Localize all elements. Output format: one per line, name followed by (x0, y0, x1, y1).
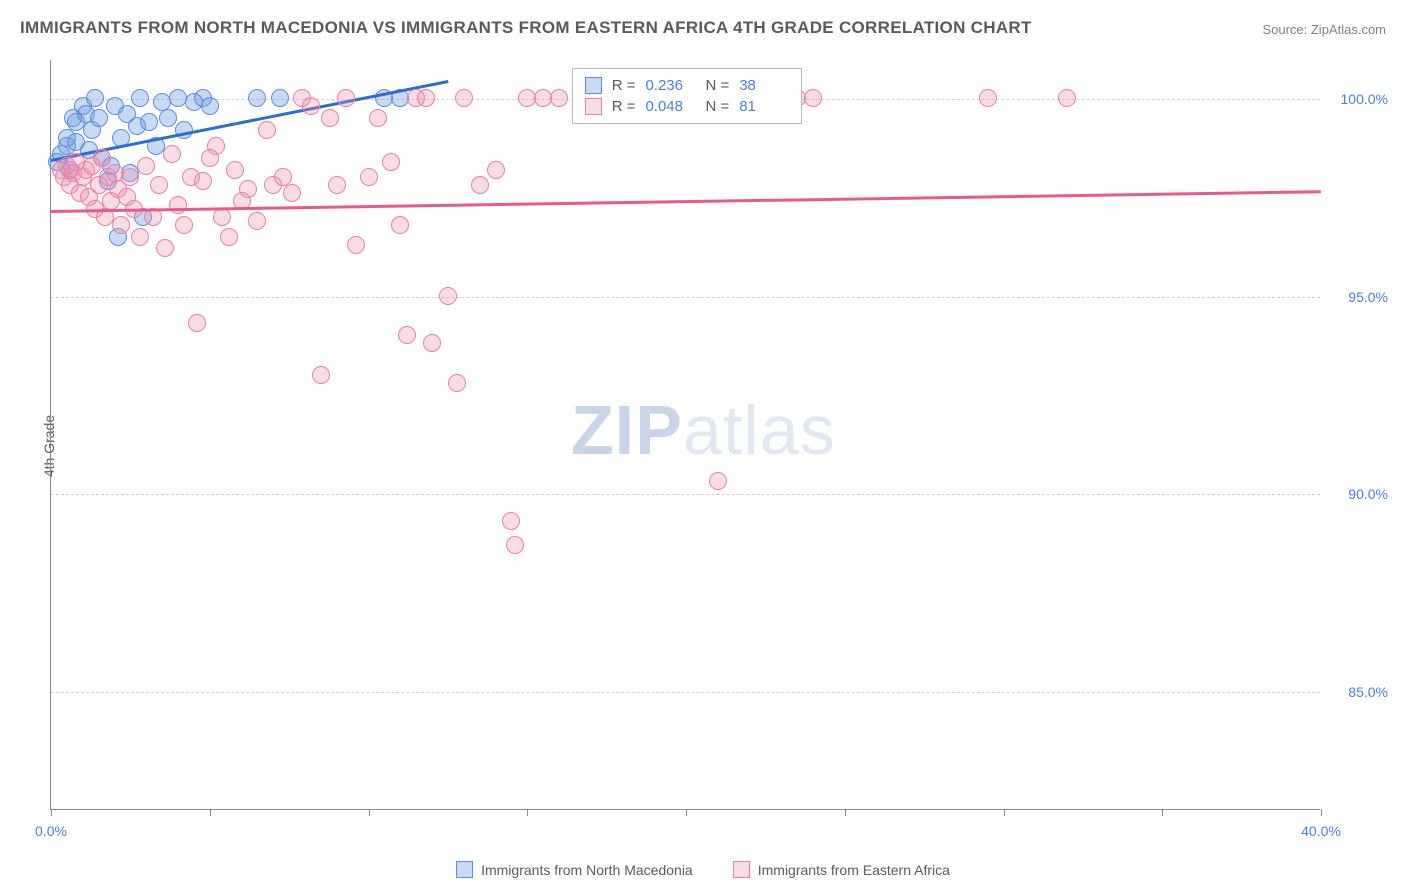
data-point (423, 334, 441, 352)
data-point (159, 109, 177, 127)
data-point (131, 89, 149, 107)
x-tick (51, 809, 52, 816)
watermark-bold: ZIP (571, 391, 683, 469)
data-point (220, 228, 238, 246)
x-tick (1004, 809, 1005, 816)
stat-label: R = (612, 77, 636, 94)
data-point (417, 89, 435, 107)
data-point (369, 109, 387, 127)
legend-item-series-0: Immigrants from North Macedonia (456, 861, 693, 878)
gridline (51, 494, 1320, 495)
data-point (121, 168, 139, 186)
data-point (321, 109, 339, 127)
legend-swatch-icon (733, 861, 750, 878)
x-tick (1162, 809, 1163, 816)
data-point (709, 472, 727, 490)
correlation-row: R = 0.048 N = 81 (585, 96, 790, 117)
legend-swatch-icon (585, 98, 602, 115)
y-tick-label: 85.0% (1348, 684, 1388, 700)
r-value: 0.048 (645, 98, 695, 115)
data-point (506, 536, 524, 554)
data-point (337, 89, 355, 107)
data-point (979, 89, 997, 107)
data-point (194, 172, 212, 190)
stat-label: N = (705, 98, 729, 115)
data-point (201, 97, 219, 115)
data-point (137, 157, 155, 175)
r-value: 0.236 (645, 77, 695, 94)
data-point (188, 314, 206, 332)
legend-swatch-icon (456, 861, 473, 878)
data-point (239, 180, 257, 198)
x-tick-label: 0.0% (35, 823, 67, 839)
data-point (1058, 89, 1076, 107)
x-tick (369, 809, 370, 816)
data-point (487, 161, 505, 179)
data-point (439, 287, 457, 305)
bottom-legend: Immigrants from North Macedonia Immigran… (0, 861, 1406, 878)
watermark: ZIPatlas (571, 390, 836, 470)
data-point (502, 512, 520, 530)
data-point (248, 89, 266, 107)
data-point (328, 176, 346, 194)
data-point (90, 109, 108, 127)
legend-label: Immigrants from North Macedonia (481, 862, 693, 878)
x-tick (1321, 809, 1322, 816)
data-point (131, 228, 149, 246)
y-tick-label: 90.0% (1348, 486, 1388, 502)
data-point (448, 374, 466, 392)
correlation-legend: R = 0.236 N = 38 R = 0.048 N = 81 (572, 68, 803, 124)
x-tick (845, 809, 846, 816)
data-point (382, 153, 400, 171)
y-tick-label: 95.0% (1348, 289, 1388, 305)
source-label: Source: ZipAtlas.com (1262, 22, 1386, 37)
chart-title: IMMIGRANTS FROM NORTH MACEDONIA VS IMMIG… (20, 18, 1032, 38)
data-point (302, 97, 320, 115)
data-point (271, 89, 289, 107)
n-value: 81 (739, 98, 789, 115)
data-point (283, 184, 301, 202)
data-point (360, 168, 378, 186)
stat-label: N = (705, 77, 729, 94)
data-point (471, 176, 489, 194)
n-value: 38 (739, 77, 789, 94)
data-point (455, 89, 473, 107)
x-tick (527, 809, 528, 816)
data-point (86, 89, 104, 107)
legend-label: Immigrants from Eastern Africa (758, 862, 950, 878)
data-point (398, 326, 416, 344)
data-point (169, 196, 187, 214)
y-tick-label: 100.0% (1341, 91, 1388, 107)
data-point (163, 145, 181, 163)
data-point (804, 89, 822, 107)
data-point (112, 216, 130, 234)
plot-area: ZIPatlas 85.0%90.0%95.0%100.0%0.0%40.0%R… (50, 60, 1320, 810)
data-point (93, 149, 111, 167)
data-point (312, 366, 330, 384)
gridline (51, 297, 1320, 298)
legend-item-series-1: Immigrants from Eastern Africa (733, 861, 950, 878)
x-tick (686, 809, 687, 816)
data-point (150, 176, 168, 194)
data-point (213, 208, 231, 226)
legend-swatch-icon (585, 77, 602, 94)
data-point (226, 161, 244, 179)
watermark-light: atlas (683, 391, 836, 469)
data-point (391, 216, 409, 234)
data-point (258, 121, 276, 139)
x-tick-label: 40.0% (1301, 823, 1341, 839)
data-point (550, 89, 568, 107)
correlation-row: R = 0.236 N = 38 (585, 75, 790, 96)
data-point (347, 236, 365, 254)
gridline (51, 692, 1320, 693)
data-point (156, 239, 174, 257)
data-point (175, 216, 193, 234)
x-tick (210, 809, 211, 816)
data-point (140, 113, 158, 131)
data-point (207, 137, 225, 155)
stat-label: R = (612, 98, 636, 115)
data-point (248, 212, 266, 230)
